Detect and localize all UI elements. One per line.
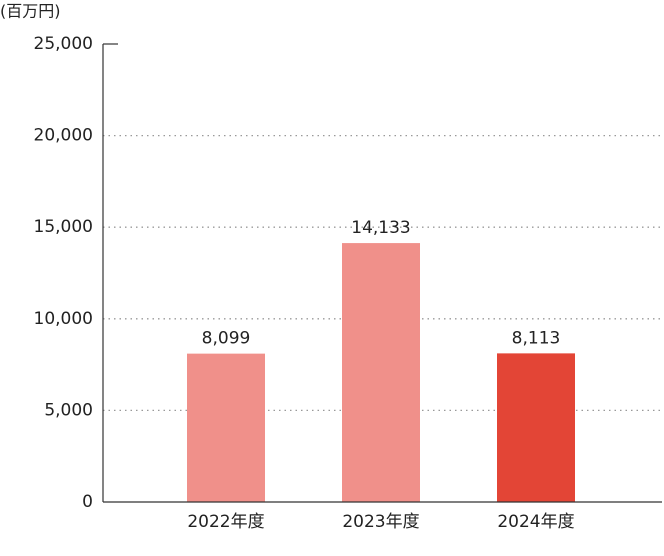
bar bbox=[497, 353, 575, 502]
value-label: 8,113 bbox=[512, 328, 561, 348]
bar bbox=[187, 353, 265, 502]
y-tick-label: 5,000 bbox=[44, 400, 93, 420]
x-tick-label: 2023年度 bbox=[342, 512, 419, 532]
y-tick-label: 25,000 bbox=[34, 34, 93, 54]
y-tick-label: 10,000 bbox=[34, 309, 93, 329]
y-tick-label: 0 bbox=[82, 492, 93, 512]
y-tick-label: 15,000 bbox=[34, 217, 93, 237]
x-tick-label: 2024年度 bbox=[497, 512, 574, 532]
value-label: 8,099 bbox=[202, 329, 251, 349]
y-tick-label: 20,000 bbox=[34, 126, 93, 146]
x-tick-label: 2022年度 bbox=[187, 512, 264, 532]
bar bbox=[342, 243, 420, 502]
value-label: 14,133 bbox=[351, 218, 410, 238]
unit-label: (百万円) bbox=[0, 2, 61, 21]
